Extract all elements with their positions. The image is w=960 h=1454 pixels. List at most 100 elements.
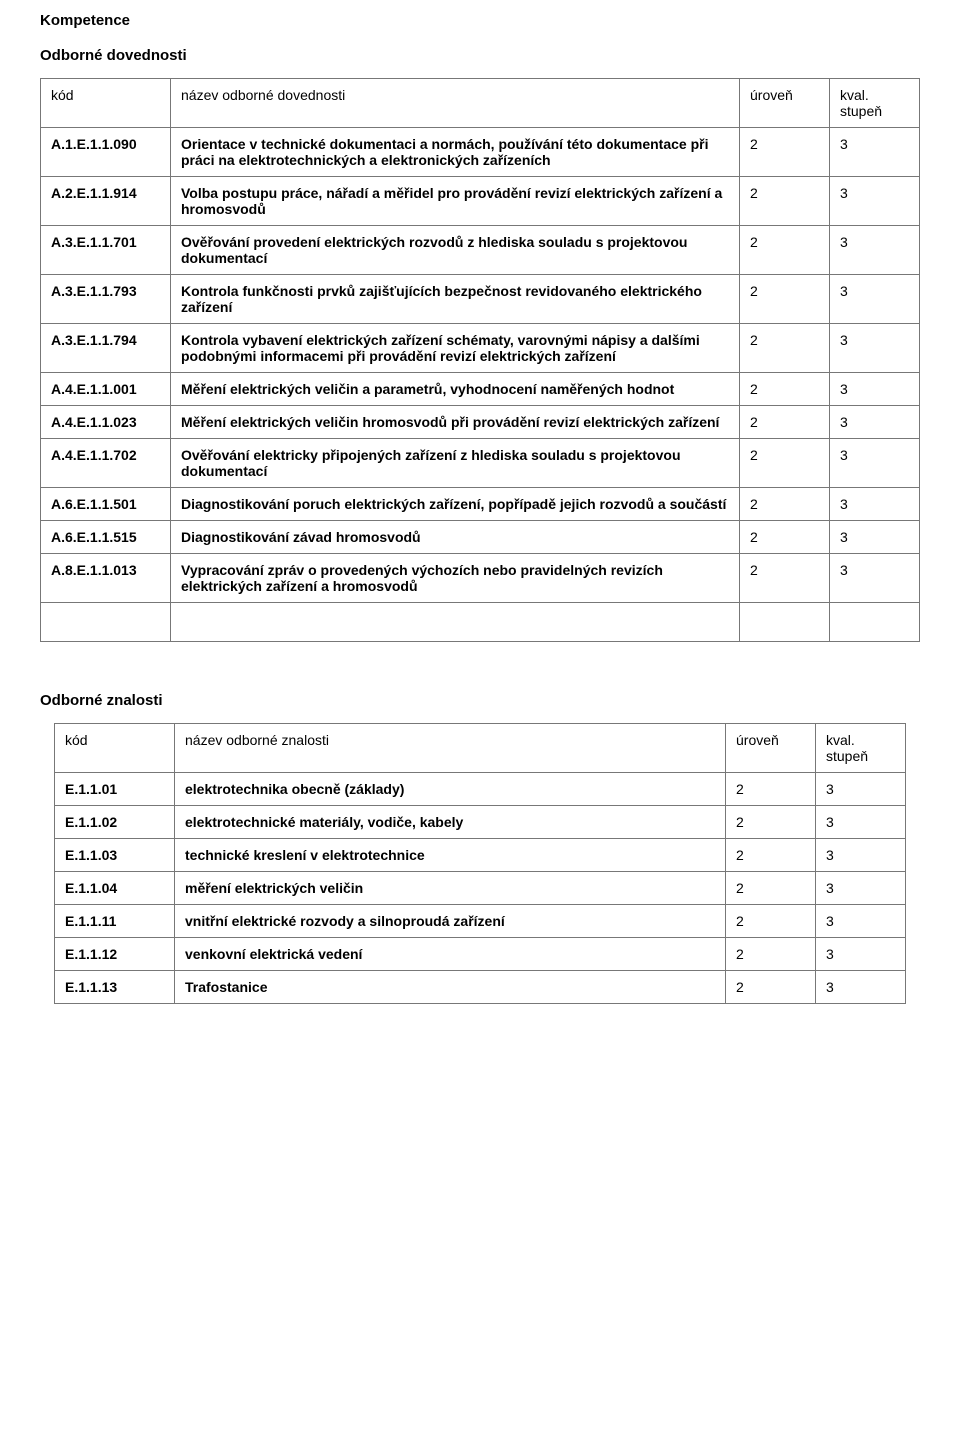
cell-level: 2	[740, 406, 830, 439]
cell-code: E.1.1.11	[55, 905, 175, 938]
cell-level: 2	[726, 905, 816, 938]
col-name: název odborné znalosti	[175, 724, 726, 773]
cell-degree: 3	[830, 406, 920, 439]
cell-name: Vypracování zpráv o provedených výchozíc…	[171, 554, 740, 603]
col-code: kód	[41, 79, 171, 128]
cell-name: Kontrola vybavení elektrických zařízení …	[171, 324, 740, 373]
cell-degree: 3	[816, 971, 906, 1004]
table-row: A.6.E.1.1.515Diagnostikování závad hromo…	[41, 521, 920, 554]
cell-name: vnitřní elektrické rozvody a silnoproudá…	[175, 905, 726, 938]
table-row: E.1.1.01elektrotechnika obecně (základy)…	[55, 773, 906, 806]
cell-code: A.3.E.1.1.701	[41, 226, 171, 275]
table-row: A.2.E.1.1.914Volba postupu práce, nářadí…	[41, 177, 920, 226]
heading-skills: Odborné dovednosti	[40, 47, 920, 64]
cell-name: elektrotechnika obecně (základy)	[175, 773, 726, 806]
cell-name: Měření elektrických veličin a parametrů,…	[171, 373, 740, 406]
cell-level: 2	[740, 373, 830, 406]
table-row: E.1.1.03technické kreslení v elektrotech…	[55, 839, 906, 872]
cell-name: Ověřování provedení elektrických rozvodů…	[171, 226, 740, 275]
cell-degree: 3	[830, 128, 920, 177]
heading-knowledge: Odborné znalosti	[40, 692, 920, 709]
table-row: A.3.E.1.1.701Ověřování provedení elektri…	[41, 226, 920, 275]
table-header-row: kód název odborné dovednosti úroveň kval…	[41, 79, 920, 128]
cell-code: E.1.1.13	[55, 971, 175, 1004]
cell-level: 2	[726, 773, 816, 806]
cell-name: Orientace v technické dokumentaci a norm…	[171, 128, 740, 177]
cell-level: 2	[740, 488, 830, 521]
cell-level: 2	[740, 324, 830, 373]
spacer-cell	[830, 603, 920, 642]
page: Kompetence Odborné dovednosti kód název …	[0, 0, 960, 1044]
cell-degree: 3	[816, 905, 906, 938]
cell-degree: 3	[830, 324, 920, 373]
table-row: A.3.E.1.1.794Kontrola vybavení elektrick…	[41, 324, 920, 373]
table-row: A.6.E.1.1.501Diagnostikování poruch elek…	[41, 488, 920, 521]
col-degree: kval. stupeň	[816, 724, 906, 773]
cell-code: A.6.E.1.1.501	[41, 488, 171, 521]
cell-level: 2	[740, 521, 830, 554]
cell-name: Měření elektrických veličin hromosvodů p…	[171, 406, 740, 439]
table-row: A.4.E.1.1.001Měření elektrických veličin…	[41, 373, 920, 406]
cell-code: A.3.E.1.1.794	[41, 324, 171, 373]
col-level: úroveň	[740, 79, 830, 128]
cell-name: Diagnostikování poruch elektrických zaří…	[171, 488, 740, 521]
cell-level: 2	[740, 128, 830, 177]
table-row: E.1.1.11vnitřní elektrické rozvody a sil…	[55, 905, 906, 938]
cell-code: A.4.E.1.1.023	[41, 406, 171, 439]
cell-degree: 3	[830, 488, 920, 521]
cell-level: 2	[740, 554, 830, 603]
table-row: E.1.1.12venkovní elektrická vedení23	[55, 938, 906, 971]
cell-name: Volba postupu práce, nářadí a měřidel pr…	[171, 177, 740, 226]
cell-code: E.1.1.02	[55, 806, 175, 839]
cell-degree: 3	[830, 521, 920, 554]
skills-table: kód název odborné dovednosti úroveň kval…	[40, 78, 920, 642]
cell-code: E.1.1.03	[55, 839, 175, 872]
cell-name: technické kreslení v elektrotechnice	[175, 839, 726, 872]
cell-name: Trafostanice	[175, 971, 726, 1004]
col-name: název odborné dovednosti	[171, 79, 740, 128]
col-level: úroveň	[726, 724, 816, 773]
cell-name: venkovní elektrická vedení	[175, 938, 726, 971]
cell-code: A.1.E.1.1.090	[41, 128, 171, 177]
table-row: E.1.1.04měření elektrických veličin23	[55, 872, 906, 905]
cell-degree: 3	[830, 439, 920, 488]
cell-level: 2	[726, 971, 816, 1004]
cell-level: 2	[726, 938, 816, 971]
cell-level: 2	[726, 872, 816, 905]
cell-code: A.3.E.1.1.793	[41, 275, 171, 324]
cell-name: Kontrola funkčnosti prvků zajišťujících …	[171, 275, 740, 324]
cell-degree: 3	[816, 773, 906, 806]
table-row: E.1.1.13Trafostanice23	[55, 971, 906, 1004]
table-row: A.1.E.1.1.090Orientace v technické dokum…	[41, 128, 920, 177]
heading-competence: Kompetence	[40, 12, 920, 29]
table-row: A.8.E.1.1.013Vypracování zpráv o provede…	[41, 554, 920, 603]
cell-level: 2	[740, 226, 830, 275]
cell-code: E.1.1.01	[55, 773, 175, 806]
cell-degree: 3	[816, 806, 906, 839]
cell-degree: 3	[830, 226, 920, 275]
table-row: A.4.E.1.1.023Měření elektrických veličin…	[41, 406, 920, 439]
cell-level: 2	[726, 806, 816, 839]
cell-level: 2	[726, 839, 816, 872]
cell-degree: 3	[830, 177, 920, 226]
table-spacer-row	[41, 603, 920, 642]
cell-degree: 3	[816, 839, 906, 872]
cell-degree: 3	[830, 554, 920, 603]
cell-name: Ověřování elektricky připojených zařízen…	[171, 439, 740, 488]
knowledge-table-wrap: kód název odborné znalosti úroveň kval. …	[40, 723, 920, 1004]
cell-level: 2	[740, 439, 830, 488]
table-header-row: kód název odborné znalosti úroveň kval. …	[55, 724, 906, 773]
spacer-cell	[171, 603, 740, 642]
cell-degree: 3	[816, 872, 906, 905]
col-degree: kval. stupeň	[830, 79, 920, 128]
knowledge-table: kód název odborné znalosti úroveň kval. …	[54, 723, 906, 1004]
cell-code: A.2.E.1.1.914	[41, 177, 171, 226]
cell-code: A.8.E.1.1.013	[41, 554, 171, 603]
cell-code: E.1.1.12	[55, 938, 175, 971]
cell-degree: 3	[830, 275, 920, 324]
cell-name: elektrotechnické materiály, vodiče, kabe…	[175, 806, 726, 839]
cell-name: měření elektrických veličin	[175, 872, 726, 905]
table-row: A.4.E.1.1.702Ověřování elektricky připoj…	[41, 439, 920, 488]
cell-code: E.1.1.04	[55, 872, 175, 905]
cell-level: 2	[740, 275, 830, 324]
